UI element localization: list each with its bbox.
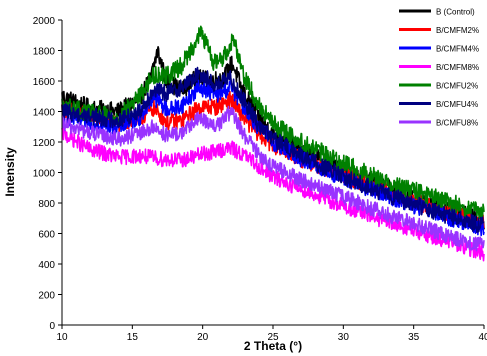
series-group [61,25,485,262]
y-tick-label: 1400 [33,108,56,119]
legend-label-5: B/CMFU2% [436,82,478,91]
x-axis-label: 2 Theta (°) [244,339,302,353]
legend-label-2: B/CMFM2% [436,26,479,35]
series-line-4 [61,124,485,262]
x-tick-label: 40 [478,332,487,343]
x-tick-label: 20 [197,332,209,343]
x-tick-label: 35 [408,332,420,343]
y-tick-label: 400 [38,260,55,271]
legend-label-4: B/CMFM8% [436,63,479,72]
ticks-group: 0 200 400 600 800 1000 1200 1400 1600 1800 2000 10 1… [33,16,487,343]
y-tick-label: 600 [38,230,55,241]
series-line-6 [61,66,485,233]
legend: B (Control) B/CMFM2% B/CMFM4% B/CMFM8% B/CMF… [395,2,485,132]
y-tick-label: 1600 [33,77,56,88]
x-tick-label: 10 [56,332,68,343]
legend-label-1: B (Control) [436,8,475,17]
y-axis-label: Intensity [3,147,17,197]
y-tick-label: 0 [49,321,55,332]
y-tick-label: 1800 [33,47,56,58]
series-line-7 [61,105,485,252]
y-tick-label: 2000 [33,16,56,27]
series-line-5 [61,25,485,222]
y-tick-label: 200 [38,291,55,302]
legend-label-7: B/CMFU8% [436,119,478,128]
y-tick-label: 800 [38,199,55,210]
legend-label-6: B/CMFU4% [436,100,478,109]
x-tick-label: 25 [267,332,279,343]
y-tick-label: 1000 [33,169,56,180]
legend-label-3: B/CMFM4% [436,45,479,54]
y-tick-label: 1200 [33,138,56,149]
x-tick-label: 30 [338,332,350,343]
x-tick-label: 15 [127,332,139,343]
